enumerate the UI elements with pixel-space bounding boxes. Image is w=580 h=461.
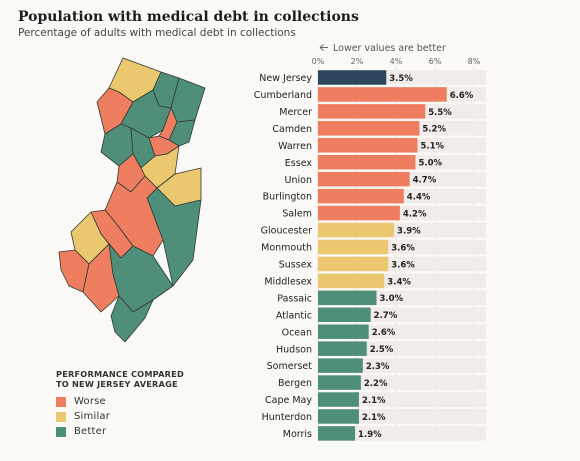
category-label: Passaic [277, 293, 312, 304]
value-label: 2.7% [374, 311, 398, 321]
x-tick-label: 2% [351, 57, 364, 66]
legend-label-better: Better [74, 426, 107, 437]
category-label: Morris [283, 429, 312, 440]
value-label: 2.3% [366, 362, 390, 372]
legend-label-worse: Worse [74, 396, 106, 407]
value-label: 3.0% [380, 294, 404, 304]
bar-essex [318, 154, 416, 170]
value-label: 5.5% [428, 108, 452, 118]
legend-swatch-better [56, 426, 66, 437]
value-label: 2.5% [370, 345, 394, 355]
category-label: Camden [272, 124, 312, 135]
bar-mercer [318, 104, 426, 119]
category-label: Salem [282, 209, 312, 220]
legend-swatch-similar [56, 411, 66, 422]
bar-new-jersey [318, 70, 387, 85]
category-label: New Jersey [259, 73, 312, 84]
legend-title: PERFORMANCE COMPARED TO NEW JERSEY AVERA… [56, 369, 216, 389]
category-label: Ocean [282, 327, 312, 338]
legend: PERFORMANCE COMPARED TO NEW JERSEY AVERA… [56, 369, 216, 437]
bar-warren [318, 138, 418, 153]
legend-title-line1: PERFORMANCE COMPARED [56, 369, 184, 379]
legend-label-similar: Similar [74, 411, 111, 422]
category-label: Burlington [263, 192, 312, 203]
direction-note: Lower values are better [333, 43, 446, 54]
bar-middlesex [318, 273, 385, 289]
map-county-ocean [146, 187, 202, 287]
category-label: Mercer [279, 107, 312, 118]
value-label: 2.1% [362, 396, 386, 406]
category-label: Somerset [267, 361, 313, 372]
bar-ocean [318, 324, 369, 339]
bar-cumberland [318, 87, 447, 102]
value-label: 3.6% [391, 260, 415, 270]
chart-subtitle: Percentage of adults with medical debt i… [18, 27, 296, 39]
category-label: Bergen [278, 378, 312, 389]
value-label: 5.1% [420, 142, 444, 152]
map-county-atlantic [108, 243, 174, 313]
category-label: Atlantic [276, 310, 312, 321]
category-label: Union [285, 175, 312, 186]
map-county-cape-may [110, 295, 154, 343]
bar-track [318, 409, 486, 424]
value-label: 3.9% [397, 226, 421, 236]
category-label: Middlesex [264, 276, 312, 287]
category-label: Sussex [279, 260, 313, 271]
map-county-hudson [168, 119, 196, 147]
bar-hunterdon [318, 409, 359, 424]
bar-atlantic [318, 307, 371, 323]
legend-title-line2: TO NEW JERSEY AVERAGE [56, 379, 178, 389]
value-label: 4.2% [403, 209, 427, 219]
new-jersey-county-map [58, 57, 206, 343]
category-label: Gloucester [261, 226, 312, 237]
value-label: 1.9% [358, 430, 382, 440]
value-label: 2.2% [364, 379, 388, 389]
legend-swatch-worse [56, 396, 66, 407]
bar-salem [318, 205, 400, 221]
category-label: Cape May [265, 395, 312, 406]
category-label: Cumberland [254, 90, 312, 101]
bar-somerset [318, 358, 363, 373]
bar-sussex [318, 256, 389, 272]
bar-monmouth [318, 239, 389, 255]
value-label: 3.4% [387, 277, 411, 287]
bar-camden [318, 121, 420, 136]
x-tick-label: 6% [429, 57, 442, 66]
x-tick-label: 8% [468, 57, 481, 66]
bar-track [318, 392, 486, 407]
category-label: Monmouth [261, 243, 312, 254]
legend-item-better: Better [56, 426, 216, 437]
bar-track [318, 426, 486, 441]
chart-title: Population with medical debt in collecti… [18, 9, 359, 25]
bar-cape-may [318, 392, 359, 407]
legend-item-similar: Similar [56, 411, 216, 422]
bar-union [318, 171, 410, 187]
bar-morris [318, 426, 356, 441]
category-label: Hunterdon [262, 412, 312, 423]
x-tick-label: 0% [312, 57, 325, 66]
value-label: 4.4% [407, 193, 431, 203]
value-label: 5.0% [419, 159, 443, 169]
category-label: Hudson [276, 344, 312, 355]
category-label: Warren [278, 141, 312, 152]
bar-bergen [318, 375, 361, 390]
bar-burlington [318, 188, 404, 204]
legend-item-worse: Worse [56, 396, 216, 407]
category-label: Essex [285, 158, 313, 169]
bar-gloucester [318, 222, 395, 238]
value-label: 2.1% [362, 413, 386, 423]
value-label: 5.2% [422, 125, 446, 135]
value-label: 4.7% [413, 176, 437, 186]
value-label: 3.6% [391, 243, 415, 253]
x-tick-label: 4% [390, 57, 403, 66]
bar-passaic [318, 290, 377, 306]
bar-hudson [318, 341, 367, 356]
value-label: 2.6% [372, 328, 396, 338]
value-label: 6.6% [450, 91, 474, 101]
direction-arrow-icon [319, 44, 324, 51]
value-label: 3.5% [389, 74, 413, 84]
